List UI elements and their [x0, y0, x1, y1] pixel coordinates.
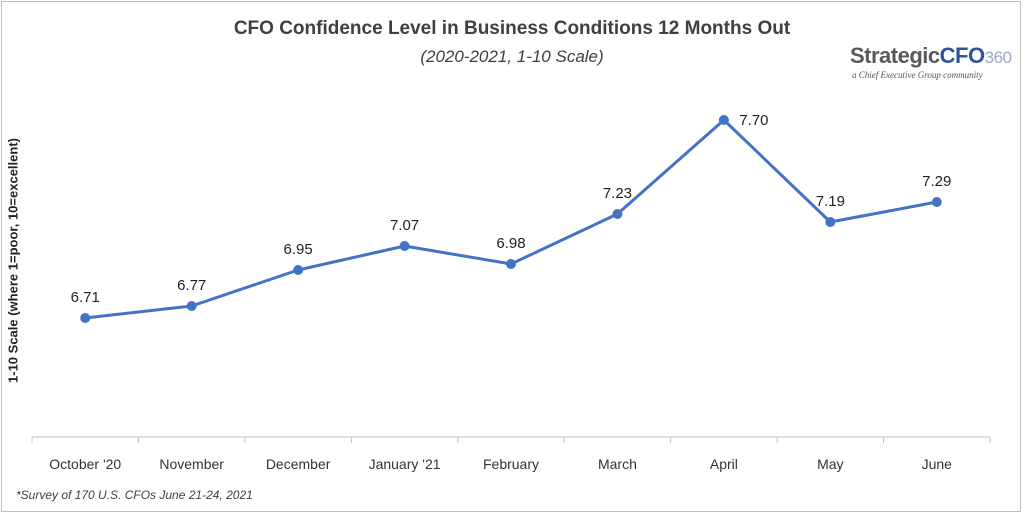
x-tick-label: May: [817, 456, 843, 472]
x-axis: [31, 436, 991, 443]
footnote: *Survey of 170 U.S. CFOs June 21-24, 202…: [16, 488, 253, 502]
series-layer: [85, 118, 938, 320]
data-point: [718, 115, 729, 125]
chart-subtitle: (2020-2021, 1-10 Scale): [420, 47, 604, 66]
x-tick-label: June: [922, 456, 953, 472]
logo-accent-text: CFO: [939, 43, 985, 68]
data-label: 6.98: [496, 235, 525, 252]
x-tick-label: November: [159, 456, 224, 472]
brand-logo: StrategicCFO360 a Chief Executive Group …: [850, 43, 1012, 81]
data-point: [80, 313, 91, 323]
data-point: [506, 259, 516, 269]
x-tick-label: April: [710, 456, 738, 472]
data-labels-layer: 6.71 6.77 6.95 7.07 6.98 7.23 7.70 7.19 7.29: [71, 112, 952, 306]
data-label: 6.95: [284, 241, 313, 258]
x-tick-label: March: [598, 456, 637, 472]
x-tick-label: December: [266, 456, 331, 472]
logo-wordmark: StrategicCFO360: [850, 43, 1012, 70]
data-label: 7.70: [739, 112, 768, 129]
data-point: [612, 209, 623, 219]
x-tick-label: January '21: [369, 456, 441, 472]
x-tick-label: February: [483, 456, 539, 472]
x-tick-labels: October '20 November December January '21 Fe…: [49, 456, 952, 472]
data-label: 6.71: [71, 289, 100, 306]
data-point: [399, 241, 410, 251]
data-label: 7.19: [816, 193, 845, 210]
data-label: 7.29: [922, 173, 951, 190]
data-label: 7.23: [603, 185, 632, 202]
series-line: [85, 118, 938, 320]
data-point: [293, 265, 304, 275]
logo-number-text: 360: [984, 48, 1012, 67]
data-point: [825, 217, 836, 227]
chart-title: CFO Confidence Level in Business Conditi…: [233, 18, 791, 39]
x-tick-label: October '20: [49, 456, 121, 472]
logo-tagline: a Chief Executive Group community: [852, 70, 983, 80]
data-label: 6.77: [177, 277, 206, 294]
data-label: 7.07: [390, 217, 419, 234]
data-point: [186, 301, 197, 311]
points-layer: [80, 115, 942, 323]
logo-main-text: Strategic: [850, 43, 940, 68]
data-point: [931, 197, 942, 207]
